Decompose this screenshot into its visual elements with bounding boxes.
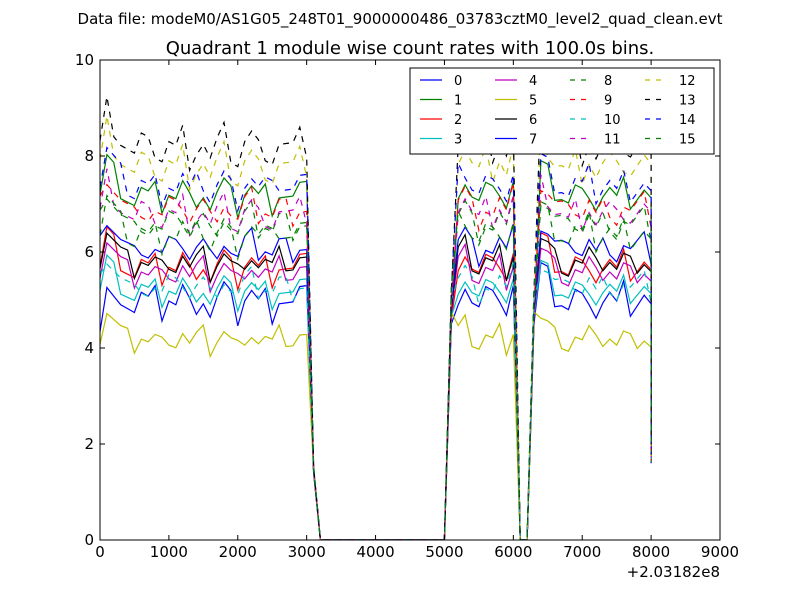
data-file-label: Data file: modeM0/AS1G05_248T01_90000004… (78, 10, 723, 29)
series-line-8 (100, 197, 652, 540)
legend-label-10: 10 (604, 113, 621, 128)
series-line-4 (100, 241, 652, 540)
legend-label-15: 15 (679, 133, 696, 148)
y-tick-label: 10 (75, 51, 94, 69)
series-line-3 (100, 253, 652, 540)
series-line-15 (100, 194, 652, 540)
plot-frame (99, 59, 721, 541)
chart-title: Quadrant 1 module wise count rates with … (166, 38, 655, 59)
axis-ticks: 0 1000 2000 3000 4000 5000 6000 7000 8000 9000 0 2 4… (75, 51, 739, 561)
legend-label-1: 1 (454, 94, 462, 109)
series-line-12 (100, 115, 652, 540)
legend-label-6: 6 (529, 113, 537, 128)
x-axis-offset-label: +2.03182e8 (627, 563, 720, 581)
series-line-14 (100, 146, 652, 540)
series-line-6 (100, 231, 652, 540)
series-line-13 (100, 96, 652, 540)
legend-label-3: 3 (454, 133, 462, 148)
legend-box (409, 67, 715, 155)
x-tick-label: 0 (95, 543, 105, 561)
legend-label-7: 7 (529, 133, 537, 148)
legend-label-5: 5 (529, 94, 537, 109)
series-line-2 (100, 225, 652, 540)
y-tick-label: 6 (84, 243, 94, 261)
legend-label-11: 11 (604, 133, 621, 148)
y-tick-label: 4 (84, 339, 94, 357)
y-tick-label: 0 (84, 531, 94, 549)
x-tick-label: 8000 (632, 543, 670, 561)
series-line-5 (100, 310, 652, 540)
series-line-7 (100, 224, 652, 540)
x-tick-label: 2000 (219, 543, 257, 561)
x-tick-label: 5000 (425, 543, 463, 561)
legend-label-9: 9 (604, 94, 612, 109)
legend-label-4: 4 (529, 74, 537, 89)
legend-label-13: 13 (679, 94, 696, 109)
legend-label-2: 2 (454, 113, 462, 128)
x-tick-label: 7000 (563, 543, 601, 561)
series-layer (100, 96, 652, 540)
y-tick-label: 2 (84, 435, 94, 453)
series-line-11 (100, 168, 652, 540)
legend-label-12: 12 (679, 74, 696, 89)
y-tick-label: 8 (84, 147, 94, 165)
series-line-0 (100, 261, 652, 540)
x-tick-label: 4000 (356, 543, 394, 561)
x-tick-label: 3000 (288, 543, 326, 561)
series-line-10 (100, 262, 652, 540)
x-tick-label: 9000 (701, 543, 739, 561)
series-line-9 (100, 182, 652, 540)
x-tick-label: 1000 (150, 543, 188, 561)
legend-label-14: 14 (679, 113, 696, 128)
x-tick-label: 6000 (494, 543, 532, 561)
series-line-1 (100, 153, 652, 540)
legend-label-8: 8 (604, 74, 612, 89)
legend-label-0: 0 (454, 74, 462, 89)
